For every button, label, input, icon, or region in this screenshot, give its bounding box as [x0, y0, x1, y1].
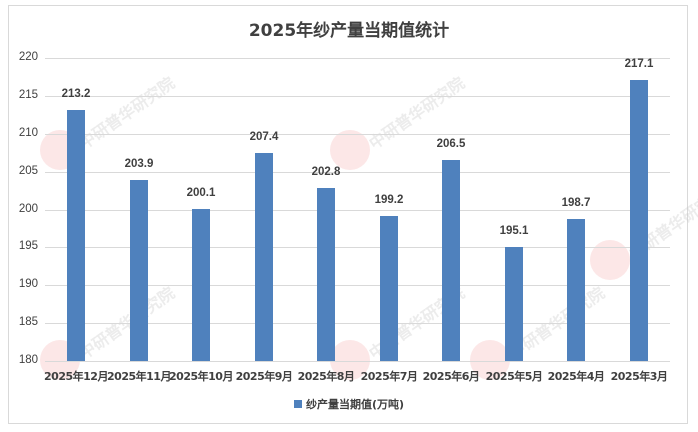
y-tick-label: 200 — [18, 203, 38, 215]
data-label: 199.2 — [374, 194, 404, 206]
y-tick-label: 190 — [18, 278, 38, 290]
x-tick-label: 2025年9月 — [235, 370, 293, 383]
bar[interactable] — [380, 216, 398, 361]
data-label: 217.1 — [624, 58, 654, 70]
gridline — [45, 361, 670, 362]
gridline — [45, 247, 670, 248]
x-tick-label: 2025年8月 — [297, 370, 355, 383]
bar[interactable] — [67, 110, 85, 361]
gridline — [45, 58, 670, 59]
bar[interactable] — [505, 247, 523, 361]
data-label: 195.1 — [499, 225, 529, 237]
bar[interactable] — [567, 219, 585, 361]
bar[interactable] — [130, 180, 148, 361]
y-tick-label: 185 — [18, 316, 38, 328]
bar[interactable] — [442, 160, 460, 361]
gridline — [45, 323, 670, 324]
data-label: 200.1 — [186, 187, 216, 199]
y-tick-label: 180 — [18, 354, 38, 366]
x-tick-label: 2025年11月 — [107, 370, 171, 383]
legend[interactable]: 纱产量当期值(万吨) — [0, 396, 698, 412]
gridline — [45, 134, 670, 135]
x-tick-label: 2025年10月 — [169, 370, 233, 383]
gridline — [45, 210, 670, 211]
bar[interactable] — [630, 80, 648, 361]
data-label: 206.5 — [436, 138, 466, 150]
gridline — [45, 285, 670, 286]
x-tick-label: 2025年12月 — [44, 370, 108, 383]
data-label: 207.4 — [249, 131, 279, 143]
y-tick-label: 210 — [18, 127, 38, 139]
data-label: 202.8 — [311, 166, 341, 178]
x-tick-label: 2025年5月 — [485, 370, 543, 383]
bar[interactable] — [255, 153, 273, 361]
x-tick-label: 2025年3月 — [610, 370, 668, 383]
gridline — [45, 96, 670, 97]
y-tick-label: 215 — [18, 89, 38, 101]
y-tick-label: 195 — [18, 240, 38, 252]
legend-label: 纱产量当期值(万吨) — [305, 398, 405, 411]
bar[interactable] — [192, 209, 210, 361]
data-label: 213.2 — [61, 88, 91, 100]
bar[interactable] — [317, 188, 335, 361]
y-tick-label: 205 — [18, 165, 38, 177]
x-tick-label: 2025年6月 — [422, 370, 480, 383]
gridline — [45, 172, 670, 173]
chart-title: 2025年纱产量当期值统计 — [248, 21, 450, 41]
x-tick-label: 2025年7月 — [360, 370, 418, 383]
x-tick-label: 2025年4月 — [547, 370, 605, 383]
data-label: 198.7 — [561, 197, 591, 209]
y-tick-label: 220 — [18, 51, 38, 63]
data-label: 203.9 — [124, 158, 154, 170]
legend-swatch — [293, 400, 302, 408]
